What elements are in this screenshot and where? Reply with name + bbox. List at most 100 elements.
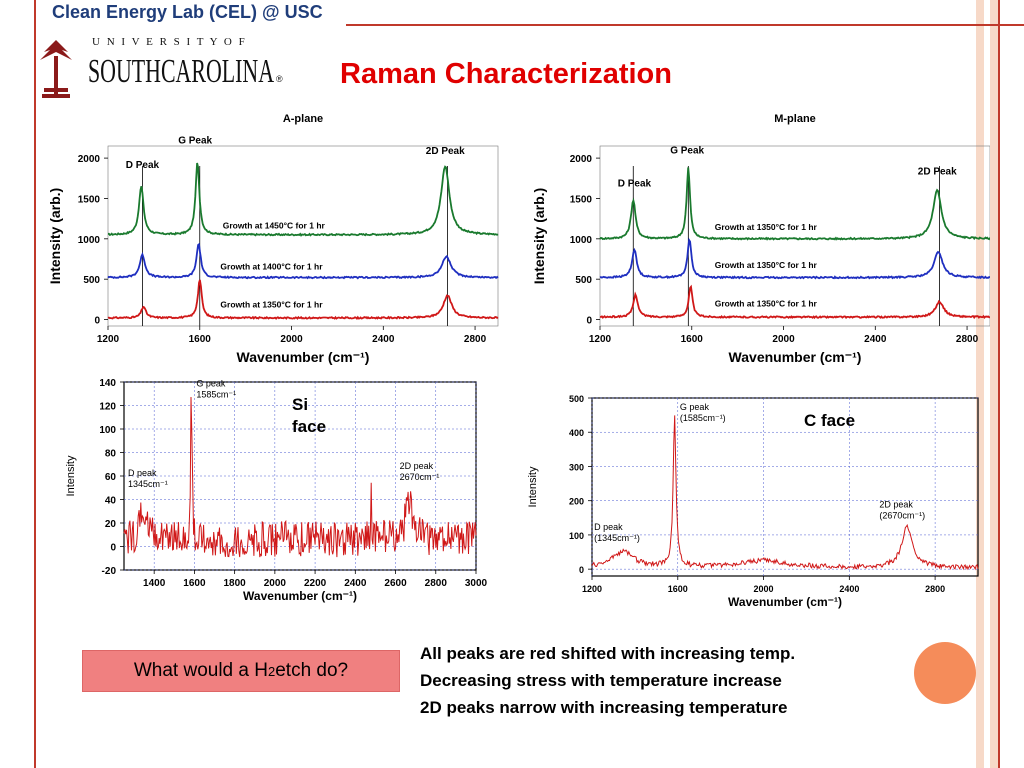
university-logo: U N I V E R S I T Y O F SOUTHCAROLINA ® [40,30,290,100]
c-face-label: C face [804,411,856,430]
right-deco-stripe-1 [976,0,984,768]
y-tick-label: 1000 [570,235,593,246]
y-tick-label: 20 [105,519,117,530]
x-axis-label: Wavenumber (cm⁻¹) [243,589,357,603]
x-tick-label: 2400 [344,578,367,589]
series-label: Growth at 1350°C for 1 hr [715,222,818,232]
x-tick-label: 2800 [925,584,945,594]
peak-annotation-line: G peak [680,402,710,412]
peak-label: D Peak [618,178,652,189]
y-tick-label: 500 [83,275,100,286]
peak-label: G Peak [178,136,212,147]
x-tick-label: 2400 [372,334,395,345]
question-suffix: etch do? [275,660,349,681]
y-tick-label: 2000 [570,154,593,165]
peak-annotation-line: D peak [594,522,623,532]
y-tick-label: 140 [99,378,116,389]
x-tick-label: 1200 [582,584,602,594]
x-tick-label: 1800 [224,578,247,589]
y-tick-label: 100 [569,531,584,541]
y-tick-label: 2000 [78,154,101,165]
peak-annotation-line: G peak [196,379,226,389]
y-tick-label: 80 [105,449,117,460]
chart-title: A-plane [283,113,323,125]
series-line [591,415,979,571]
series-label: Growth at 1350°C for 1 hr [220,299,323,309]
series-line [123,396,477,558]
x-tick-label: 2400 [864,334,887,345]
y-tick-label: 400 [569,428,584,438]
peak-annotation: G peak (1585cm⁻¹) [680,402,726,423]
x-tick-label: 2600 [384,578,407,589]
y-tick-label: 0 [586,316,592,327]
peak-annotation-line: 1345cm⁻¹ [128,479,168,489]
series-line [107,242,499,280]
x-tick-label: 2800 [464,334,487,345]
x-tick-label: 1600 [183,578,206,589]
left-vertical-rule [34,0,36,768]
plot-frame [107,145,499,327]
x-tick-label: 2200 [304,578,327,589]
decorative-circle [914,642,976,704]
peak-annotation-line: (1585cm⁻¹) [680,413,726,423]
chart-c-face: 1200 1600 2000 2400 2800 0 100 200 300 400 500 Wave… [520,388,982,610]
y-tick-label: 1000 [78,235,101,246]
chart-si-face: 1400 1600 1800 2000 2200 2400 2600 2800 3000 -20 0… [58,372,498,608]
y-axis-label: Intensity (arb.) [47,188,63,284]
x-tick-label: 2000 [754,584,774,594]
chart-title: M-plane [774,113,816,125]
peak-label: 2D Peak [918,166,957,177]
y-tick-label: 120 [99,402,116,413]
peak-annotation-line: 2670cm⁻¹ [400,472,440,482]
series-line [107,279,499,320]
x-tick-label: 1400 [143,578,166,589]
x-tick-label: 2000 [280,334,303,345]
x-tick-label: 2800 [956,334,979,345]
series-line [599,284,991,320]
y-tick-label: 60 [105,472,117,483]
y-tick-label: 1500 [78,194,101,205]
x-axis-label: Wavenumber (cm⁻¹) [237,349,370,365]
x-tick-label: 2000 [264,578,287,589]
x-tick-label: 1600 [668,584,688,594]
si-face-label: Si face [292,395,327,436]
y-tick-label: 200 [569,497,584,507]
series-line [599,167,991,241]
chart-m-plane: M-plane 1200 1600 2000 2400 2800 0 500 1000 1500 2… [530,108,991,370]
peak-annotation-line: (2670cm⁻¹) [879,511,925,521]
y-tick-label: 1500 [570,194,593,205]
y-tick-label: 0 [94,316,100,327]
y-tick-label: 40 [105,496,117,507]
chart-a-plane: A-plane 1200 1600 2000 2400 2800 0 500 1000 1500 2… [46,108,506,370]
finding-item: All peaks are red shifted with increasin… [420,644,796,663]
x-tick-label: 1200 [97,334,120,345]
series-label: Growth at 1350°C for 1 hr [715,260,818,270]
peak-annotation: G peak 1585cm⁻¹ [196,379,236,400]
lab-name: Clean Energy Lab (CEL) @ USC [52,2,323,22]
series-label: Growth at 1450°C for 1 hr [223,220,326,230]
finding-item: 2D peaks narrow with increasing temperat… [420,698,788,717]
y-axis-label: Intensity [65,455,77,496]
x-tick-label: 1200 [589,334,612,345]
x-tick-label: 2400 [839,584,859,594]
y-tick-label: 300 [569,462,584,472]
question-prefix: What would a H [133,660,268,681]
peak-annotation: D peak (1345cm⁻¹) [594,522,640,543]
palmetto-seal-icon [40,40,72,98]
findings-list: All peaks are red shifted with increasin… [420,640,940,721]
y-axis-label: Intensity (arb.) [531,188,547,284]
right-deco-stripe-2 [990,0,998,768]
logo-university-of: U N I V E R S I T Y O F [92,36,247,48]
x-axis-label: Wavenumber (cm⁻¹) [729,349,862,365]
y-axis-label: Intensity [527,466,539,507]
logo-south-carolina: SOUTHCAROLINA [88,53,274,90]
series-label: Growth at 1400°C for 1 hr [220,261,323,271]
page-title: Raman Characterization [340,58,672,90]
plot-frame [591,397,979,577]
x-tick-label: 2000 [772,334,795,345]
y-tick-label: 0 [110,543,116,554]
peak-annotation-line: 2D peak [400,461,434,471]
peak-annotation-line: (1345cm⁻¹) [594,533,640,543]
y-tick-label: 500 [575,275,592,286]
